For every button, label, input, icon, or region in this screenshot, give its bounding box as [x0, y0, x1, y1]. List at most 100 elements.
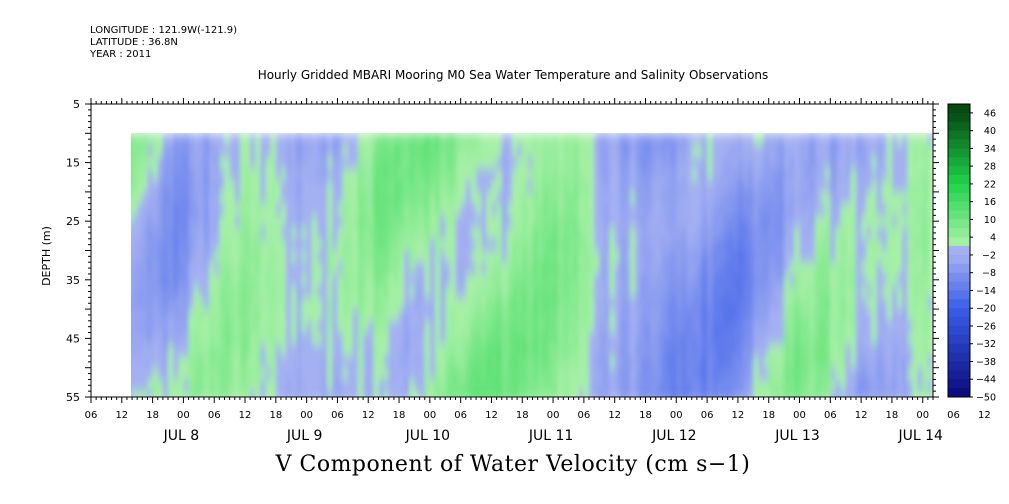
- heatmap-cell: [286, 344, 292, 357]
- heatmap-cell: [650, 391, 657, 397]
- heatmap-cell: [260, 273, 267, 287]
- heatmap-cell: [666, 262, 672, 275]
- heatmap-cell: [445, 215, 451, 228]
- heatmap-cell: [891, 344, 898, 357]
- heatmap-cell: [660, 133, 667, 146]
- heatmap-cell: [291, 250, 297, 263]
- heatmap-cell: [527, 203, 534, 216]
- heatmap-cell: [922, 227, 929, 240]
- heatmap-cell: [173, 320, 179, 334]
- heatmap-cell: [250, 355, 256, 369]
- heatmap-cell: [434, 180, 441, 193]
- heatmap-cell: [655, 215, 662, 228]
- heatmap-cell: [347, 367, 354, 381]
- heatmap-cell: [429, 250, 436, 263]
- heatmap-cell: [501, 156, 508, 170]
- heatmap-cell: [599, 355, 606, 369]
- heatmap-cell: [799, 297, 806, 310]
- heatmap-cell: [234, 180, 241, 193]
- heatmap-cell: [424, 250, 431, 263]
- heatmap-cell: [486, 133, 493, 146]
- heatmap-cell: [440, 238, 446, 252]
- heatmap-cell: [245, 133, 251, 146]
- heatmap-cell: [542, 285, 549, 298]
- y-tick-label: 25: [66, 215, 80, 228]
- heatmap-cell: [727, 133, 734, 146]
- heatmap-cell: [604, 238, 611, 252]
- heatmap-cell: [630, 250, 636, 263]
- heatmap-cell: [635, 227, 641, 240]
- heatmap-cell: [861, 203, 867, 216]
- heatmap-cell: [778, 355, 785, 369]
- heatmap-cell: [753, 273, 760, 287]
- heatmap-cell: [311, 273, 318, 287]
- heatmap-cell: [676, 379, 683, 392]
- heatmap-cell: [635, 168, 641, 181]
- heatmap-cell: [337, 238, 344, 252]
- heatmap-cell: [758, 297, 765, 310]
- heatmap-cell: [681, 227, 688, 240]
- heatmap-cell: [737, 238, 744, 252]
- heatmap-cell: [481, 156, 487, 170]
- heatmap-cell: [239, 367, 246, 381]
- heatmap-cell: [727, 297, 734, 310]
- heatmap-cell: [594, 285, 600, 298]
- heatmap-cell: [537, 215, 544, 228]
- heatmap-cell: [440, 262, 446, 275]
- heatmap-cell: [188, 344, 195, 357]
- heatmap-cell: [327, 215, 333, 228]
- heatmap-cell: [203, 227, 210, 240]
- heatmap-cell: [640, 203, 647, 216]
- heatmap-cell: [239, 297, 246, 310]
- heatmap-cell: [804, 156, 811, 170]
- heatmap-cell: [229, 133, 236, 146]
- heatmap-cell: [168, 273, 174, 287]
- heatmap-cell: [707, 180, 713, 193]
- heatmap-cell: [337, 156, 344, 170]
- heatmap-cell: [624, 285, 631, 298]
- heatmap-cell: [162, 191, 169, 205]
- heatmap-cell: [578, 145, 585, 158]
- heatmap-cell: [609, 320, 616, 334]
- heatmap-cell: [737, 273, 744, 287]
- heatmap-cell: [671, 367, 677, 381]
- heatmap-cell: [322, 156, 328, 170]
- heatmap-cell: [640, 344, 647, 357]
- heatmap-cell: [496, 180, 503, 193]
- heatmap-cell: [614, 273, 621, 287]
- heatmap-cell: [198, 215, 205, 228]
- heatmap-cell: [265, 332, 272, 345]
- heatmap-cell: [419, 367, 426, 381]
- heatmap-cell: [681, 262, 688, 275]
- heatmap-cell: [352, 262, 359, 275]
- heatmap-cell: [306, 227, 313, 240]
- x-tick-label: 06: [85, 410, 98, 421]
- heatmap-cell: [198, 379, 205, 392]
- heatmap-cell: [922, 273, 929, 287]
- heatmap-cell: [568, 332, 575, 345]
- heatmap-cell: [440, 250, 446, 263]
- heatmap-cell: [301, 344, 308, 357]
- heatmap-cell: [203, 203, 210, 216]
- heatmap-cell: [666, 238, 672, 252]
- heatmap-cell: [773, 379, 780, 392]
- heatmap-cell: [198, 145, 205, 158]
- heatmap-cell: [270, 309, 277, 322]
- heatmap-cell: [912, 320, 919, 334]
- heatmap-cell: [347, 309, 354, 322]
- heatmap-cell: [137, 332, 143, 345]
- chart-title: Hourly Gridded MBARI Mooring M0 Sea Wate…: [257, 68, 769, 82]
- heatmap-cell: [383, 379, 390, 392]
- heatmap-cell: [517, 203, 523, 216]
- heatmap-cell: [188, 180, 195, 193]
- heatmap-cell: [239, 145, 246, 158]
- heatmap-cell: [399, 262, 405, 275]
- heatmap-cell: [337, 391, 344, 397]
- heatmap-cell: [132, 156, 138, 170]
- heatmap-cell: [855, 215, 862, 228]
- heatmap-cell: [671, 215, 677, 228]
- heatmap-cell: [773, 168, 780, 181]
- heatmap-cell: [450, 215, 457, 228]
- heatmap-cell: [789, 168, 795, 181]
- heatmap-cell: [229, 367, 236, 381]
